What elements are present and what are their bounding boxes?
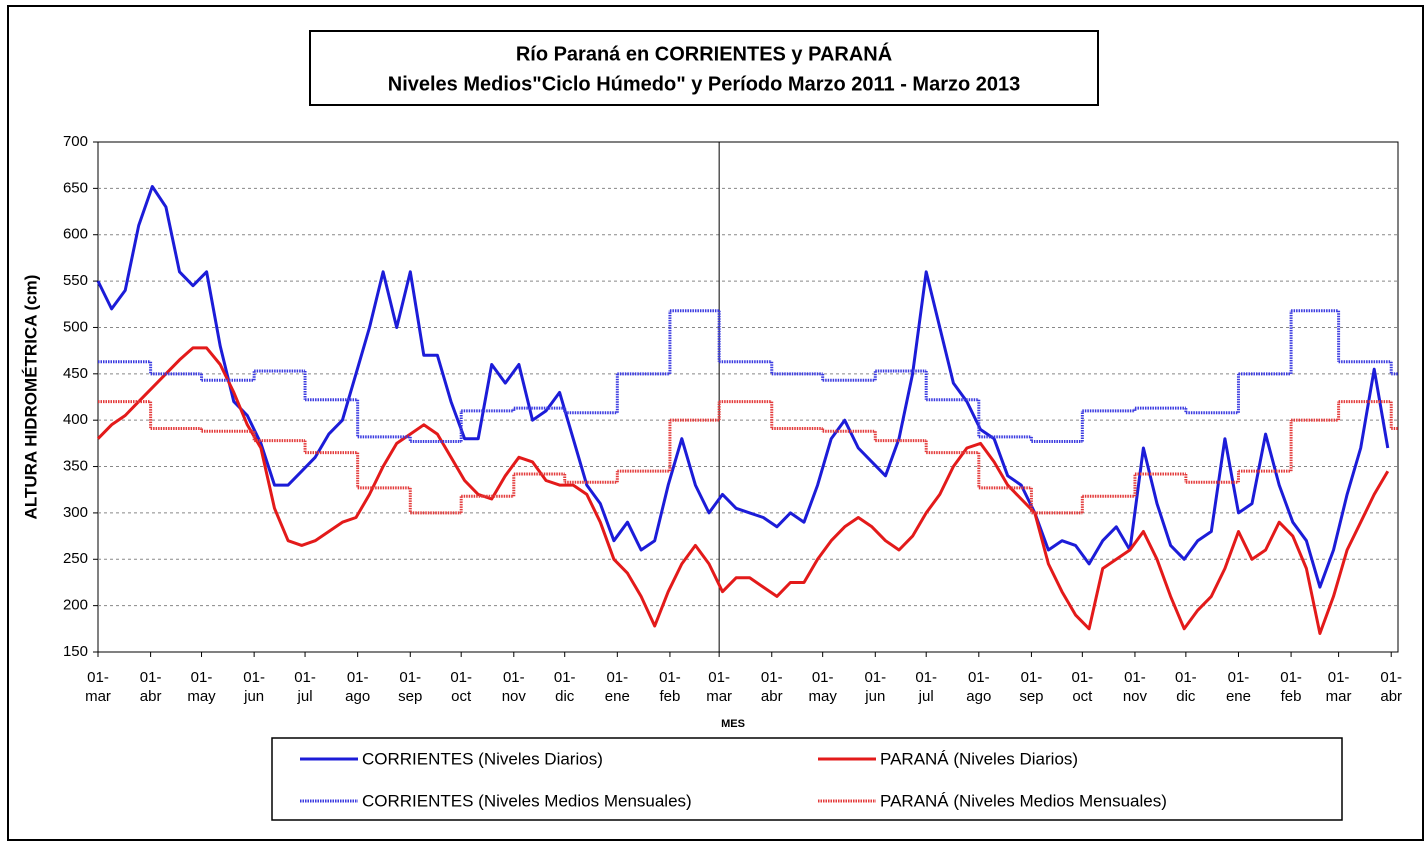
x-tick-label: 01- may xyxy=(187,669,216,705)
y-tick-label: 500 xyxy=(63,318,88,335)
daily-line xyxy=(96,185,1390,589)
x-tick-label-box: 01- ago xyxy=(345,669,371,705)
daily-line xyxy=(96,346,1390,635)
x-tick-label: 01- mar xyxy=(706,669,733,705)
x-tick-label: 01- ago xyxy=(966,669,992,705)
y-tick-label: 400 xyxy=(63,411,88,428)
y-tick-label: 600 xyxy=(63,226,88,243)
x-tick-label-box: 01- mar xyxy=(1325,669,1352,705)
x-tick-label-box: 01- jun xyxy=(243,669,265,705)
y-tick-label: 250 xyxy=(63,550,88,567)
x-tick-label: 01- mar xyxy=(85,669,111,705)
x-tick-label: 01- sep xyxy=(1019,669,1044,705)
y-tick-label: 450 xyxy=(63,365,88,382)
y-tick-label: 650 xyxy=(63,179,88,196)
y-tick-label: 350 xyxy=(63,458,88,475)
x-tick-label: 01- jun xyxy=(243,669,265,705)
x-tick-label-box: 01- may xyxy=(187,669,216,705)
x-tick-label-box: 01- jul xyxy=(915,669,938,705)
x-tick-label: 01- ago xyxy=(345,669,371,705)
x-tick-label: 01- sep xyxy=(398,669,423,705)
x-tick-label-box: 01- mar xyxy=(706,669,733,705)
x-tick-label: 01- abr xyxy=(1380,669,1403,705)
x-tick-label-box: 01- may xyxy=(808,669,837,705)
y-axis-label: ALTURA HIDROMÉTRICA (cm) xyxy=(21,275,40,520)
x-axis-label: MES xyxy=(721,718,745,730)
plot-background xyxy=(97,141,1399,653)
x-tick-label-box: 01- mar xyxy=(85,669,111,705)
legend-label: PARANÁ (Niveles Diarios) xyxy=(880,749,1078,768)
x-tick-label: 01- mar xyxy=(1325,669,1352,705)
x-tick-label-box: 01- ago xyxy=(966,669,992,705)
x-tick-label-box: 01- oct xyxy=(450,669,473,705)
x-tick-label-box: 01- nov xyxy=(1122,669,1148,705)
legend-label: CORRIENTES (Niveles Medios Mensuales) xyxy=(362,791,692,810)
y-tick-label: 150 xyxy=(63,643,88,660)
y-tick-label: 300 xyxy=(63,504,88,521)
x-tick-label: 01- nov xyxy=(1122,669,1148,705)
x-tick-label: 01- feb xyxy=(659,669,681,705)
y-tick-label: 700 xyxy=(63,133,88,150)
x-tick-label-box: 01- jul xyxy=(294,669,316,705)
x-tick-label-box: 01- abr xyxy=(760,669,783,705)
x-tick-label-box: 01- dic xyxy=(553,669,576,705)
x-tick-label-box: 01- abr xyxy=(1380,669,1403,705)
x-tick-label: 01- oct xyxy=(1071,669,1094,705)
x-tick-label: 01- jul xyxy=(915,669,938,705)
legend-label: PARANÁ (Niveles Medios Mensuales) xyxy=(880,791,1167,810)
x-tick-label-box: 01- ene xyxy=(604,669,630,705)
x-tick-label: 01- oct xyxy=(450,669,473,705)
x-tick-label-box: 01- sep xyxy=(1019,669,1044,705)
x-tick-label: 01- dic xyxy=(553,669,576,705)
x-tick-label-box: 01- feb xyxy=(1280,669,1302,705)
x-tick-label: 01- may xyxy=(808,669,837,705)
x-tick-label-box: 01- nov xyxy=(501,669,526,705)
legend-label: CORRIENTES (Niveles Diarios) xyxy=(362,749,603,768)
title-box xyxy=(309,30,1099,106)
x-tick-label-box: 01- jun xyxy=(864,669,887,705)
x-tick-label: 01- nov xyxy=(501,669,526,705)
x-tick-label-box: 01- sep xyxy=(398,669,423,705)
chart-subtitle: Niveles Medios"Ciclo Húmedo" y Período M… xyxy=(388,73,1021,95)
legend xyxy=(271,737,1343,821)
x-tick-label: 01- ene xyxy=(604,669,630,705)
y-tick-label: 550 xyxy=(63,272,88,289)
x-tick-label-box: 01- feb xyxy=(659,669,681,705)
chart-title: Río Paraná en CORRIENTES y PARANÁ xyxy=(516,42,892,65)
x-tick-label: 01- feb xyxy=(1280,669,1302,705)
x-tick-label: 01- jun xyxy=(864,669,887,705)
x-tick-label: 01- abr xyxy=(760,669,783,705)
x-tick-label-box: 01- abr xyxy=(139,669,162,705)
x-tick-label: 01- ene xyxy=(1225,669,1251,705)
y-tick-label: 200 xyxy=(63,597,88,614)
x-tick-label-box: 01- oct xyxy=(1071,669,1094,705)
x-tick-label: 01- dic xyxy=(1175,669,1197,705)
x-tick-label: 01- abr xyxy=(139,669,162,705)
x-tick-label: 01- jul xyxy=(294,669,316,705)
x-tick-label-box: 01- dic xyxy=(1175,669,1197,705)
x-tick-label-box: 01- ene xyxy=(1225,669,1251,705)
